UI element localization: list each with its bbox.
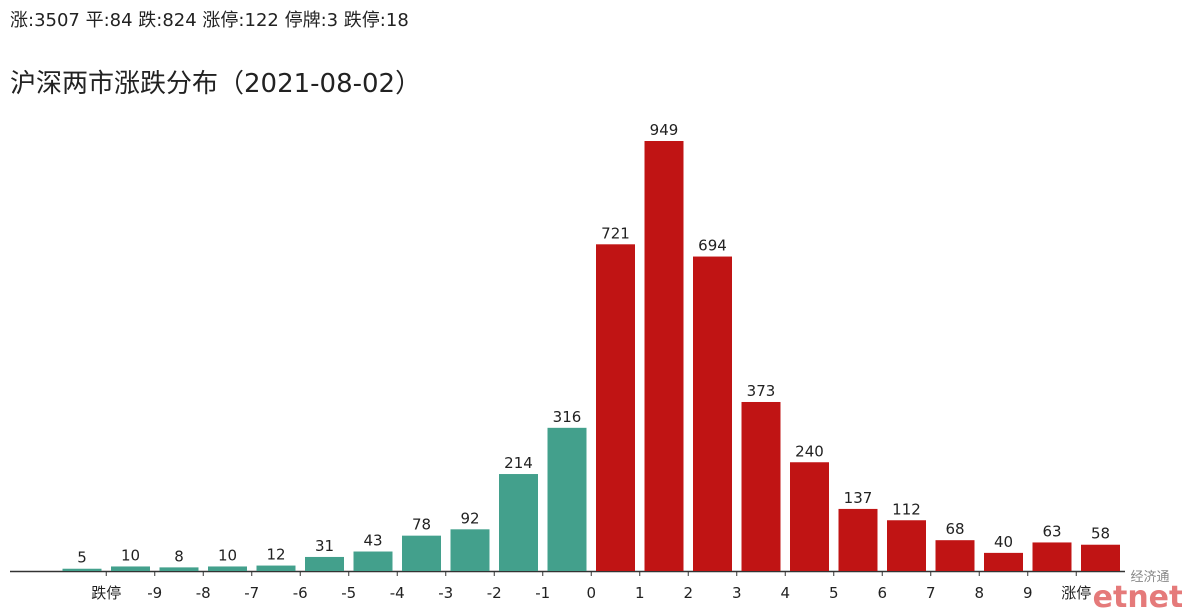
x-tick-label: -2 bbox=[487, 584, 502, 602]
value-label: 721 bbox=[601, 224, 630, 242]
bar bbox=[499, 474, 538, 571]
value-label: 43 bbox=[363, 532, 382, 550]
summary: 涨:3507 平:84 跌:824 涨停:122 停牌:3 跌停:18 bbox=[10, 10, 409, 31]
bar bbox=[353, 551, 393, 571]
x-tick-label: 3 bbox=[732, 584, 742, 602]
value-label: 137 bbox=[844, 489, 873, 507]
bar bbox=[208, 566, 247, 571]
x-tick-label: 5 bbox=[829, 584, 839, 602]
value-label: 63 bbox=[1042, 522, 1061, 540]
value-label: 8 bbox=[174, 547, 184, 565]
value-label: 949 bbox=[650, 121, 679, 139]
x-tick-label: 跌停 bbox=[91, 584, 121, 602]
bar bbox=[159, 567, 199, 571]
bar bbox=[644, 141, 684, 571]
x-tick-label: 涨停 bbox=[1061, 584, 1091, 602]
value-label: 373 bbox=[747, 382, 776, 400]
x-tick-label: -3 bbox=[438, 584, 453, 602]
x-tick-label: -7 bbox=[244, 584, 259, 602]
chart-title: 沪深两市涨跌分布（2021-08-02） bbox=[10, 69, 421, 99]
bar bbox=[741, 401, 781, 571]
x-tick-label: -9 bbox=[147, 584, 162, 602]
bar bbox=[62, 568, 102, 571]
bar bbox=[111, 566, 150, 571]
watermark-logo: etnet bbox=[1093, 580, 1182, 611]
bar bbox=[935, 540, 975, 571]
x-tick-label: 2 bbox=[683, 584, 693, 602]
value-label: 78 bbox=[412, 516, 431, 534]
bar bbox=[887, 520, 926, 571]
x-tick-label: -1 bbox=[535, 584, 550, 602]
bar bbox=[547, 427, 587, 571]
value-label: 31 bbox=[315, 537, 334, 555]
bar bbox=[1032, 542, 1072, 571]
bar bbox=[596, 244, 635, 571]
x-tick-label: 6 bbox=[877, 584, 887, 602]
x-tick-label: 9 bbox=[1023, 584, 1033, 602]
x-tick-label: 0 bbox=[586, 584, 596, 602]
bar bbox=[984, 552, 1023, 571]
x-tick-label: 7 bbox=[926, 584, 936, 602]
bar bbox=[693, 256, 732, 571]
value-label: 10 bbox=[121, 546, 140, 564]
value-label: 10 bbox=[218, 546, 237, 564]
value-label: 694 bbox=[698, 237, 727, 255]
bar bbox=[838, 508, 878, 571]
watermark-cn: 经济通 bbox=[1130, 570, 1169, 585]
x-tick-label: -4 bbox=[390, 584, 405, 602]
bar bbox=[790, 462, 829, 571]
value-label: 40 bbox=[994, 533, 1013, 551]
value-label: 12 bbox=[266, 546, 285, 564]
value-label: 92 bbox=[460, 509, 479, 527]
x-tick-label: 1 bbox=[635, 584, 645, 602]
bar bbox=[402, 535, 441, 571]
bar bbox=[450, 529, 490, 571]
x-tick-label: -8 bbox=[196, 584, 211, 602]
value-label: 58 bbox=[1091, 525, 1110, 543]
value-label: 214 bbox=[504, 454, 533, 472]
x-tick-label: 4 bbox=[780, 584, 790, 602]
x-tick-label: 8 bbox=[974, 584, 984, 602]
x-tick-label: -5 bbox=[341, 584, 356, 602]
x-tick-label: -6 bbox=[293, 584, 308, 602]
bar bbox=[305, 556, 344, 571]
value-label: 112 bbox=[892, 500, 921, 518]
bar bbox=[1081, 544, 1120, 571]
value-label: 240 bbox=[795, 442, 824, 460]
value-label: 316 bbox=[553, 408, 582, 426]
bar bbox=[256, 565, 296, 571]
value-label: 68 bbox=[945, 520, 964, 538]
value-label: 5 bbox=[77, 549, 87, 567]
